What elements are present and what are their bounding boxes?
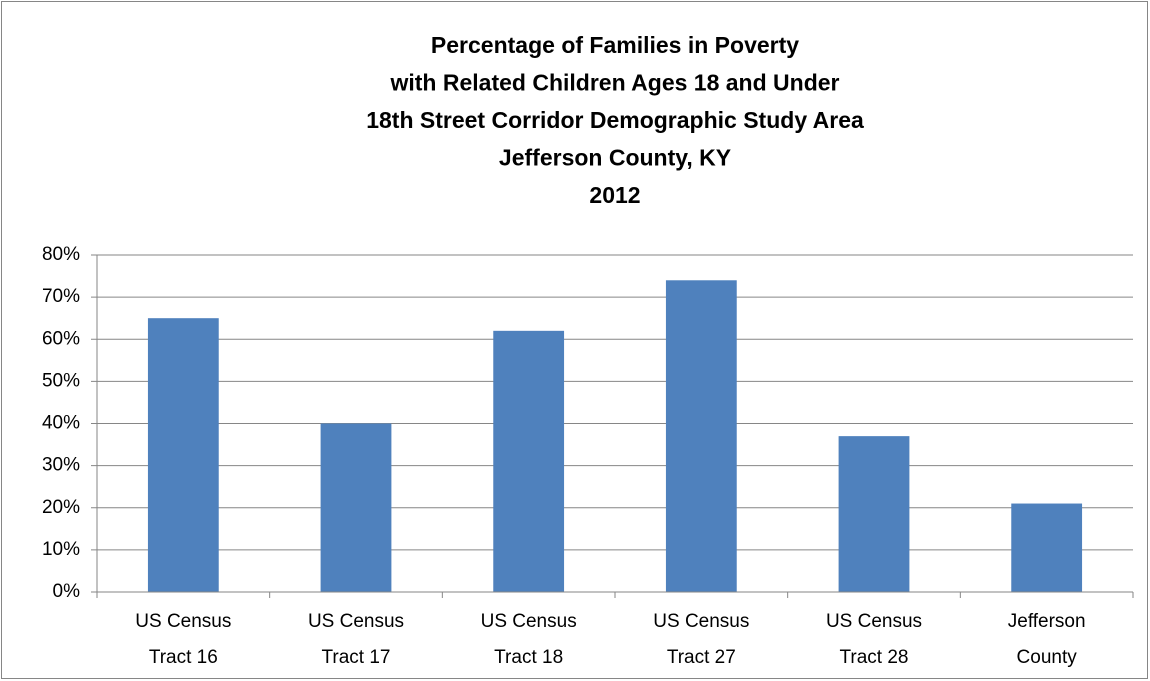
- y-tick-label: 0%: [53, 581, 81, 602]
- x-tick-label: US Census Tract 16: [135, 611, 232, 668]
- y-tick-label: 60%: [42, 328, 80, 349]
- bar: [320, 423, 392, 592]
- chart-title: Jefferson County, KY: [499, 145, 731, 171]
- y-tick-label: 70%: [42, 286, 80, 307]
- y-tick-label: 40%: [42, 413, 80, 434]
- x-tick-label: US Census Tract 18: [480, 611, 577, 668]
- bar: [147, 318, 219, 592]
- y-tick-label: 50%: [42, 370, 80, 391]
- bar: [493, 330, 565, 592]
- chart-title: 18th Street Corridor Demographic Study A…: [366, 107, 864, 133]
- chart-title: Percentage of Families in Poverty: [431, 32, 799, 58]
- x-tick-label: US Census Tract 27: [653, 611, 750, 668]
- x-tick-label: US Census Tract 28: [825, 611, 923, 668]
- y-tick-label: 10%: [42, 539, 80, 560]
- y-tick-label: 80%: [42, 244, 80, 265]
- y-tick-label: 20%: [42, 497, 80, 518]
- bar: [1011, 503, 1083, 592]
- bar: [665, 280, 737, 592]
- chart-title: with Related Children Ages 18 and Under: [389, 70, 839, 96]
- x-tick-label: US Census Tract 17: [307, 611, 405, 668]
- y-tick-label: 30%: [42, 455, 80, 476]
- bar: [838, 436, 910, 592]
- chart-title: 2012: [589, 182, 640, 208]
- x-tick-label: Jefferson County: [1007, 611, 1086, 668]
